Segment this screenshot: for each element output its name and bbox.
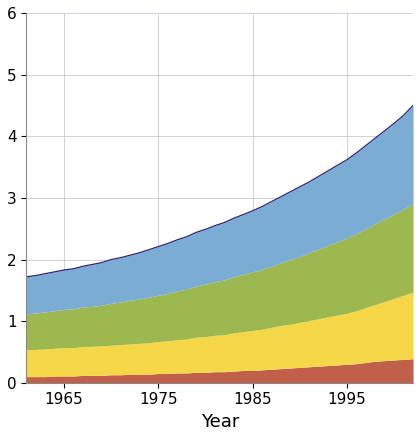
X-axis label: Year: Year [200,413,239,431]
